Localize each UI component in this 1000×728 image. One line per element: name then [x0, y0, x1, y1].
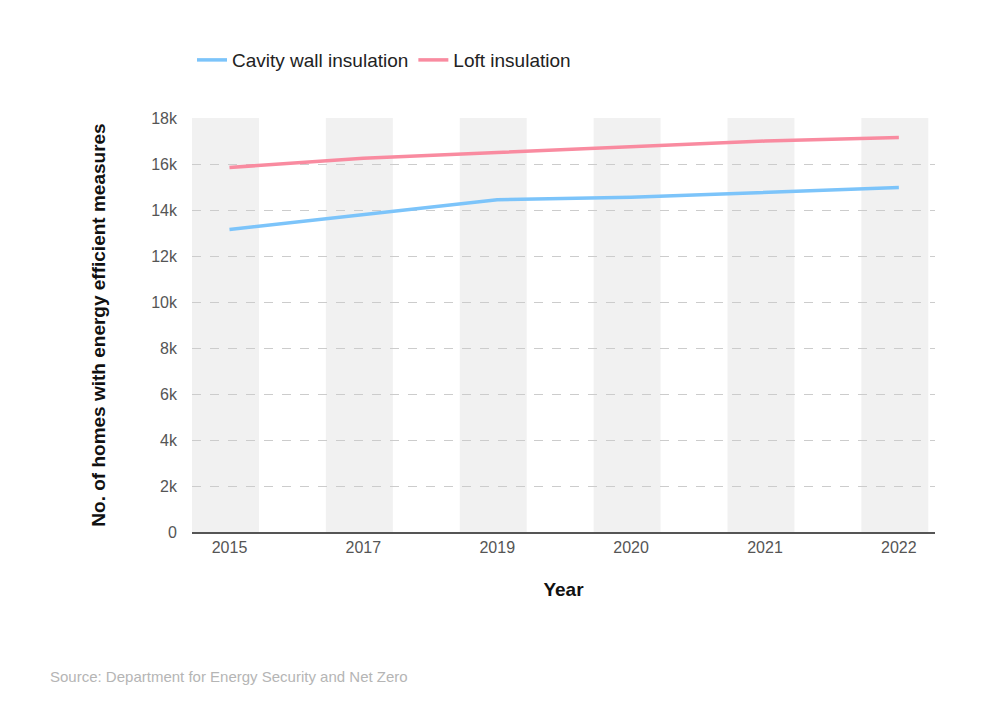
svg-text:14k: 14k [151, 202, 178, 219]
svg-text:6k: 6k [160, 386, 178, 403]
svg-text:2015: 2015 [212, 539, 248, 556]
svg-text:No. of homes with energy effic: No. of homes with energy efficient measu… [88, 123, 109, 526]
svg-text:8k: 8k [160, 340, 178, 357]
svg-text:2019: 2019 [479, 539, 515, 556]
svg-text:2022: 2022 [881, 539, 917, 556]
svg-text:4k: 4k [160, 432, 178, 449]
svg-text:16k: 16k [151, 156, 178, 173]
svg-text:Loft insulation: Loft insulation [453, 50, 570, 71]
svg-text:2017: 2017 [346, 539, 382, 556]
svg-text:2021: 2021 [747, 539, 783, 556]
svg-text:Source: Department for Energy: Source: Department for Energy Security a… [50, 668, 408, 685]
svg-text:18k: 18k [151, 110, 178, 127]
svg-text:12k: 12k [151, 248, 178, 265]
svg-text:Cavity wall insulation: Cavity wall insulation [232, 50, 408, 71]
svg-text:Year: Year [543, 579, 584, 600]
svg-text:0: 0 [168, 524, 177, 541]
svg-text:10k: 10k [151, 294, 178, 311]
svg-text:2k: 2k [160, 478, 178, 495]
svg-text:2020: 2020 [613, 539, 649, 556]
